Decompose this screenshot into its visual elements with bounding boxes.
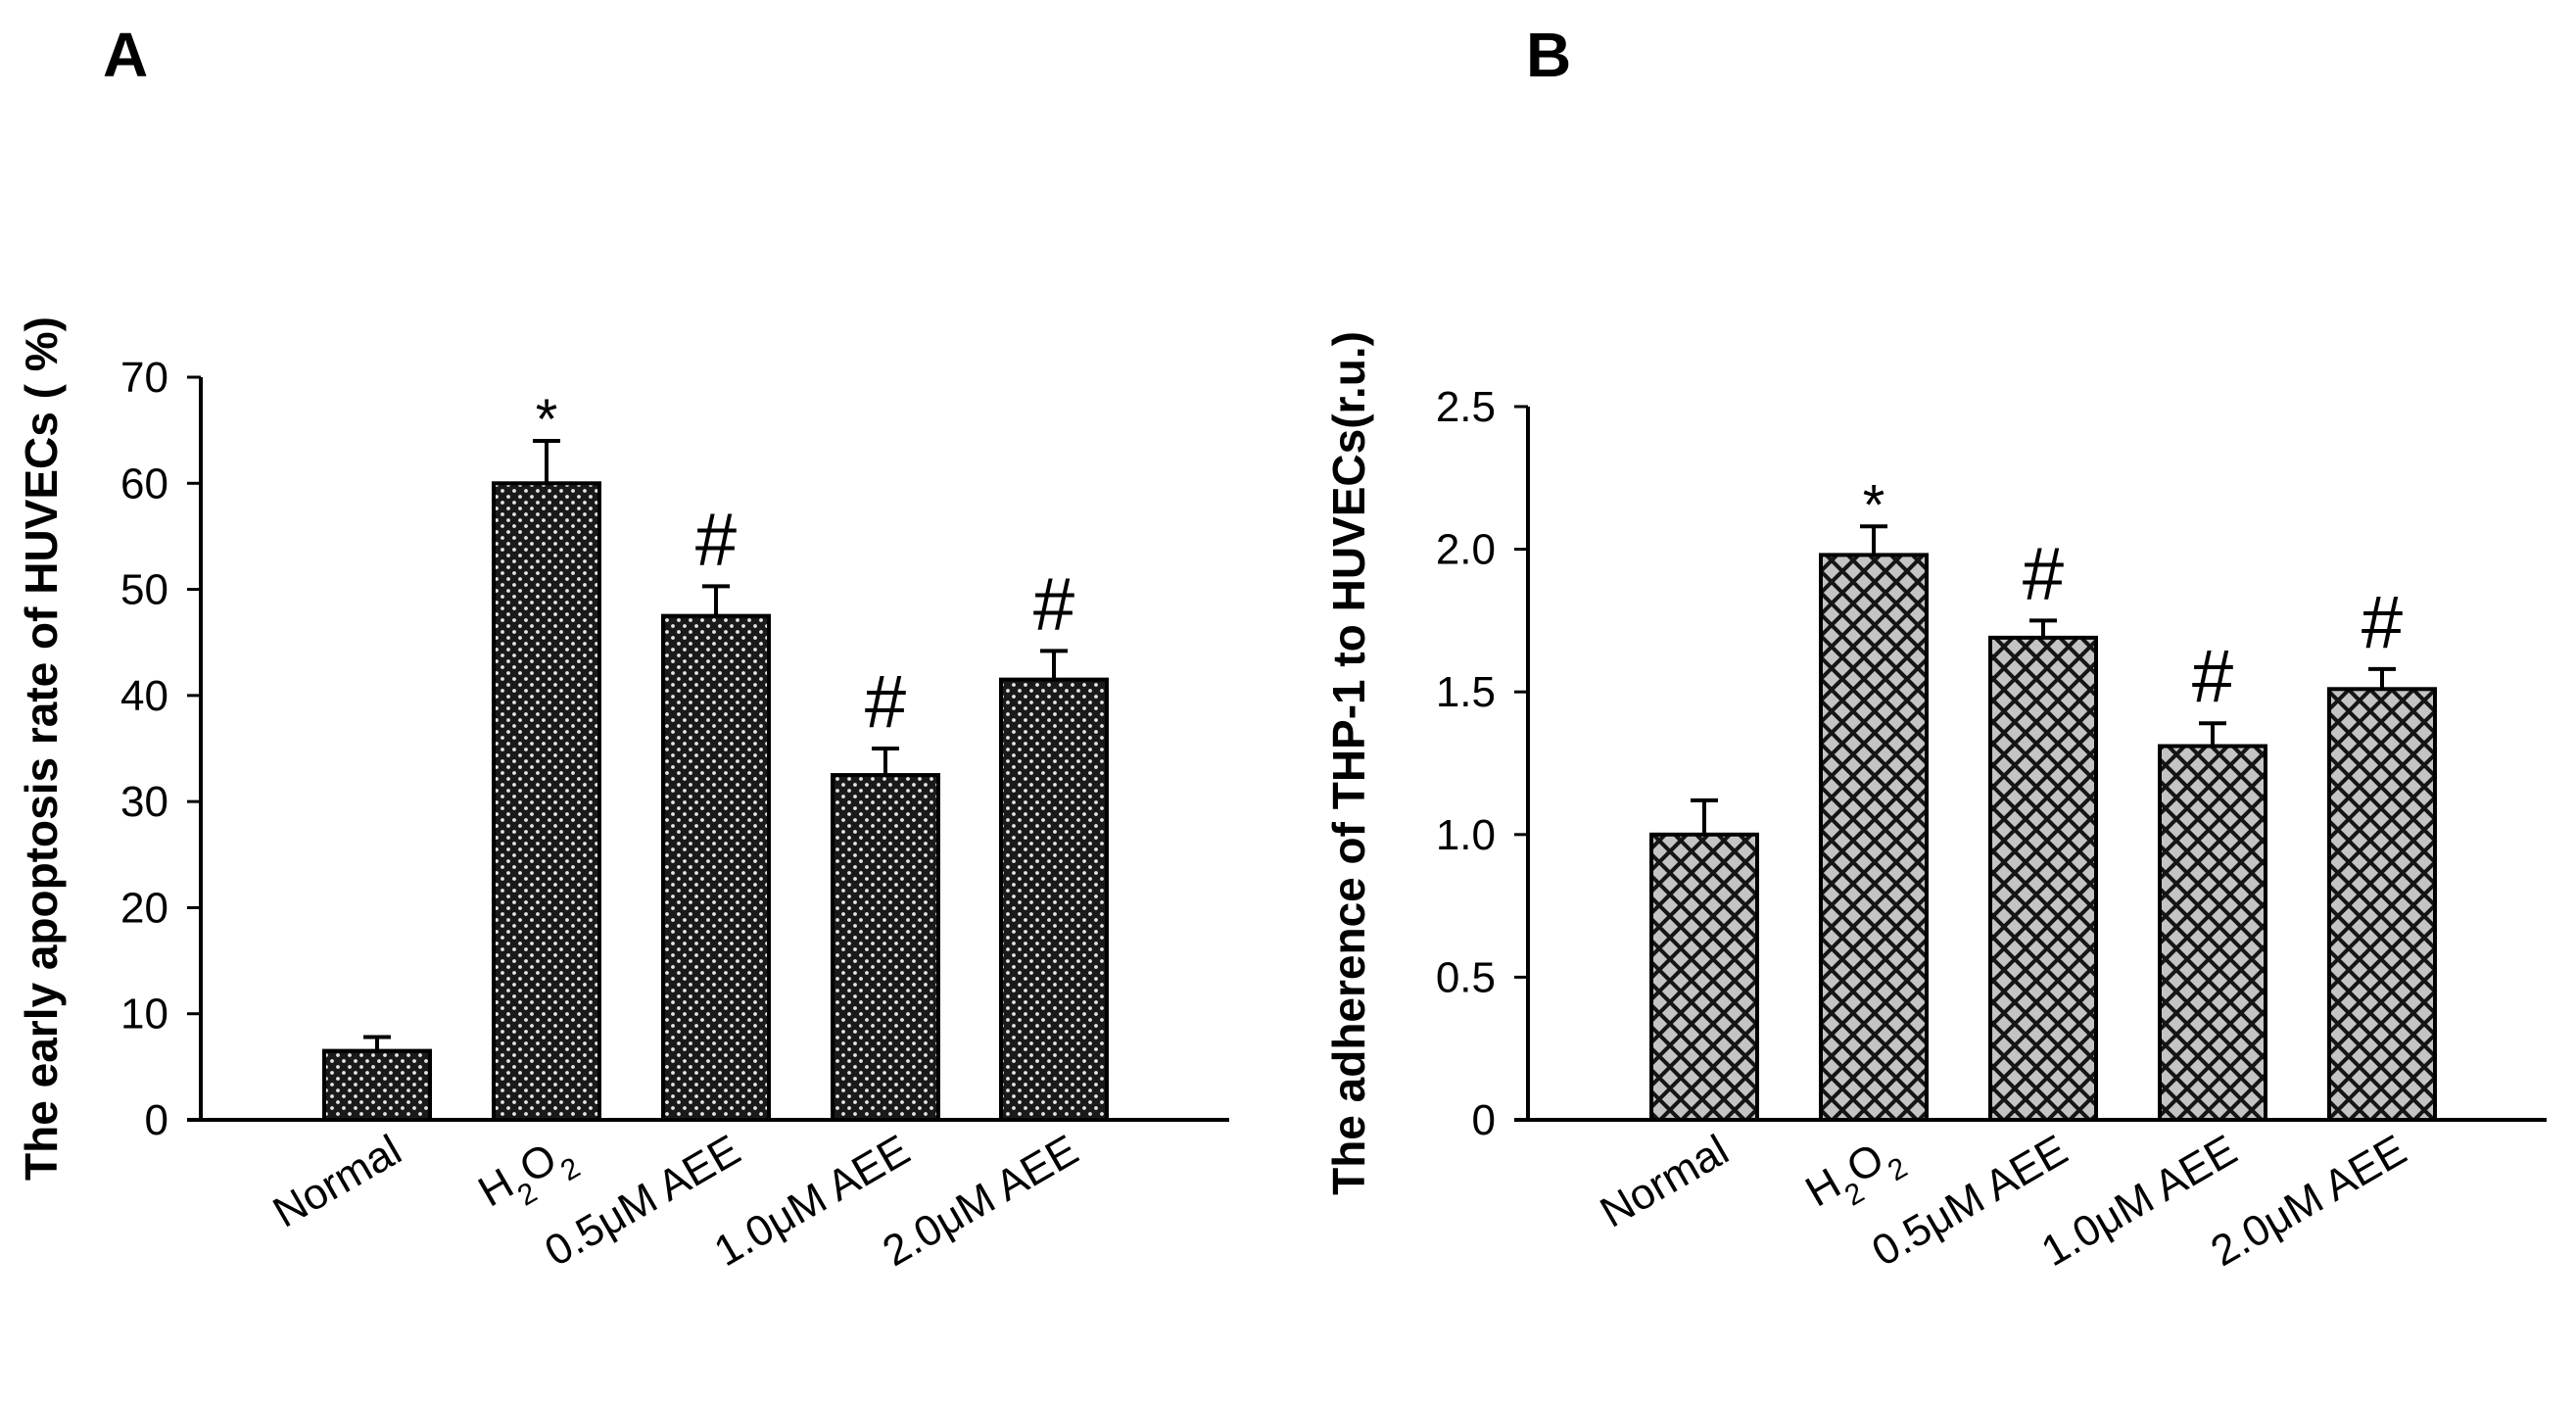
- y-tick-label: 2.0: [1436, 526, 1496, 574]
- y-tick-label: 40: [120, 672, 168, 720]
- y-tick-label: 20: [120, 884, 168, 932]
- bar: [492, 481, 601, 1122]
- y-tick-label: 1.0: [1436, 811, 1496, 859]
- bar: [999, 677, 1109, 1122]
- chart-panel-a: A The early apoptosis rate of HUVECs ( %)…: [16, 20, 1229, 1276]
- significance-hash: #: [695, 498, 737, 581]
- significance-hash: #: [2361, 581, 2403, 664]
- y-tick-label: 0.5: [1436, 953, 1496, 1001]
- significance-hash: #: [1033, 562, 1074, 646]
- x-category-label: H2O2: [1797, 1126, 1912, 1228]
- significance-hash: #: [2023, 532, 2064, 615]
- y-tick-label: 70: [120, 354, 168, 402]
- significance-hash: #: [865, 660, 906, 744]
- panel-label: B: [1526, 20, 1571, 90]
- y-tick-label: 0: [1472, 1096, 1496, 1144]
- bar: [2327, 687, 2437, 1123]
- y-axis-label: The early apoptosis rate of HUVECs ( %): [16, 316, 67, 1181]
- x-category-label: H2O2: [470, 1126, 585, 1228]
- x-category-label: Normal: [265, 1126, 409, 1236]
- y-axis-label: The adherence of THP-1 to HUVECs(r.u.): [1323, 331, 1374, 1195]
- y-tick-label: 30: [120, 778, 168, 826]
- bar: [831, 773, 940, 1122]
- y-tick-label: 2.5: [1436, 383, 1496, 431]
- bar: [1988, 635, 2098, 1122]
- bar: [1819, 553, 1929, 1122]
- panel-label: A: [103, 20, 148, 90]
- significance-hash: #: [2192, 635, 2233, 718]
- significance-star: *: [536, 388, 558, 452]
- y-tick-label: 1.5: [1436, 668, 1496, 716]
- chart-panel-b: B The adherence of THP-1 to HUVECs(r.u.) 0…: [1323, 20, 2547, 1276]
- y-tick-label: 60: [120, 459, 168, 508]
- x-category-label: Normal: [1593, 1126, 1737, 1236]
- significance-star: *: [1863, 473, 1885, 537]
- bar: [2158, 744, 2267, 1122]
- y-tick-label: 50: [120, 566, 168, 614]
- bar: [661, 613, 771, 1122]
- y-tick-label: 0: [145, 1096, 168, 1144]
- bar: [322, 1048, 432, 1122]
- bar: [1649, 832, 1759, 1122]
- y-tick-label: 10: [120, 991, 168, 1039]
- x-category-label: 2.0μM AEE: [2203, 1126, 2414, 1276]
